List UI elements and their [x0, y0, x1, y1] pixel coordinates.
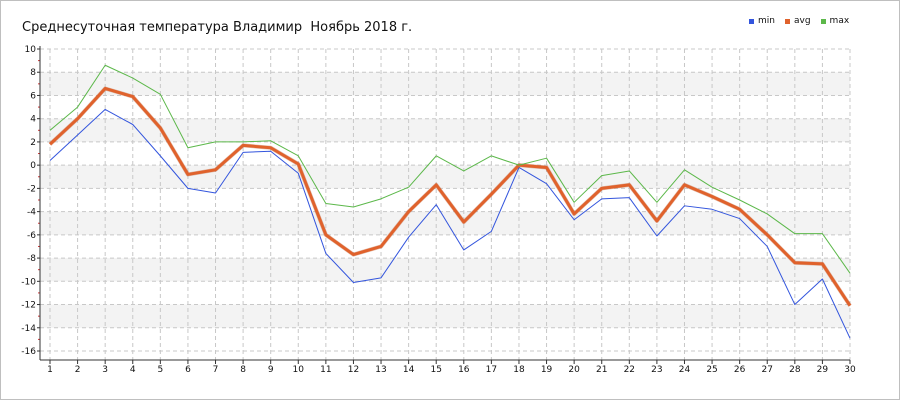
x-tick-label: 21	[596, 365, 607, 375]
legend-swatch-avg	[784, 18, 790, 24]
x-tick-label: 2	[75, 365, 81, 375]
legend-item-min: min	[749, 16, 775, 26]
x-tick-label: 10	[293, 365, 305, 375]
x-tick-label: 1	[47, 365, 53, 375]
chart-legend: min avg max	[749, 16, 849, 26]
legend-swatch-max	[820, 18, 826, 24]
grid-band	[40, 304, 850, 328]
y-tick-label: -2	[27, 184, 36, 194]
legend-label-min: min	[758, 16, 775, 26]
x-tick-label: 30	[844, 365, 856, 375]
y-tick-label: -6	[27, 231, 36, 241]
x-tick-label: 27	[762, 365, 773, 375]
x-tick-label: 7	[213, 365, 219, 375]
y-tick-label: -14	[21, 324, 36, 334]
x-tick-label: 22	[624, 365, 635, 375]
x-tick-label: 24	[679, 365, 691, 375]
legend-item-avg: avg	[784, 16, 811, 26]
x-tick-label: 13	[375, 365, 386, 375]
y-tick-label: -8	[27, 254, 36, 264]
x-tick-label: 8	[240, 365, 246, 375]
grid-band	[40, 165, 850, 189]
x-tick-label: 19	[541, 365, 553, 375]
x-tick-label: 12	[348, 365, 359, 375]
x-tick-label: 9	[268, 365, 274, 375]
x-tick-label: 3	[102, 365, 108, 375]
y-tick-label: -4	[27, 208, 36, 218]
grid-band	[40, 72, 850, 96]
y-tick-label: 4	[30, 115, 36, 125]
x-tick-label: 17	[486, 365, 497, 375]
x-tick-label: 6	[185, 365, 191, 375]
x-tick-label: 20	[568, 365, 580, 375]
y-tick-label: 2	[30, 138, 36, 148]
series-line-max	[49, 64, 851, 274]
legend-item-max: max	[820, 16, 850, 26]
x-tick-label: 18	[513, 365, 525, 375]
y-tick-label: 10	[25, 45, 37, 55]
x-tick-label: 4	[130, 365, 136, 375]
y-tick-label: 6	[30, 91, 36, 101]
x-tick-label: 14	[403, 365, 415, 375]
x-tick-label: 28	[789, 365, 801, 375]
y-tick-label: -16	[21, 347, 36, 357]
x-tick-label: 16	[458, 365, 470, 375]
x-tick-label: 25	[706, 365, 717, 375]
legend-swatch-min	[749, 18, 754, 24]
x-tick-label: 15	[430, 365, 441, 375]
grid-band	[40, 211, 850, 235]
grid-band	[40, 258, 850, 282]
x-tick-label: 29	[817, 365, 829, 375]
chart-title: Среднесуточная температура Владимир Нояб…	[22, 20, 413, 35]
legend-label-avg: avg	[793, 16, 811, 26]
y-tick-label: 0	[30, 161, 36, 171]
series-line-min	[49, 108, 851, 339]
x-tick-label: 23	[651, 365, 662, 375]
x-tick-label: 26	[734, 365, 746, 375]
x-tick-label: 11	[320, 365, 331, 375]
x-tick-label: 5	[157, 365, 163, 375]
y-tick-label: 8	[30, 68, 36, 78]
grid-band	[40, 118, 850, 142]
legend-label-max: max	[829, 16, 850, 26]
y-tick-label: -10	[21, 277, 36, 287]
series-line-avg	[48, 86, 852, 307]
y-tick-label: -12	[21, 301, 36, 311]
